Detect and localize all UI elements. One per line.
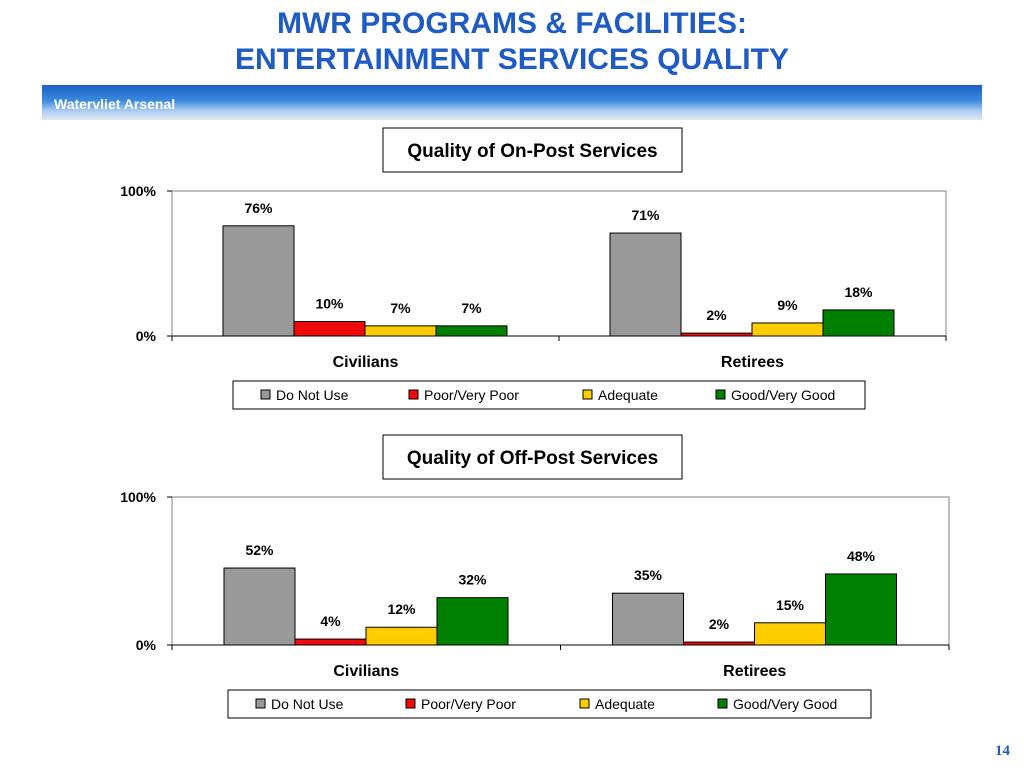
- chart-off-post-services: Quality of Off-Post Services 100% 0% Civili…: [120, 434, 950, 719]
- legend-label: Poor/Very Poor: [424, 387, 519, 403]
- bar: [822, 309, 895, 337]
- x-category-label: Retirees: [721, 354, 784, 371]
- data-label: 15%: [776, 597, 805, 613]
- bar: [294, 638, 367, 646]
- bar: [683, 641, 755, 646]
- y-tick-label: 100%: [120, 489, 156, 505]
- bar: [435, 325, 508, 337]
- data-label: 10%: [315, 296, 344, 312]
- bar: [222, 225, 295, 337]
- chart-title-box: [382, 434, 683, 480]
- y-tick-label: 0%: [136, 637, 157, 653]
- legend-label: Do Not Use: [271, 696, 344, 712]
- legend-swatch: [717, 698, 728, 709]
- data-label: 35%: [634, 567, 663, 583]
- data-label: 48%: [847, 548, 876, 564]
- plot-area: [171, 496, 950, 646]
- y-tick-label: 100%: [120, 183, 156, 199]
- legend-swatch: [255, 698, 266, 709]
- title-line-1: MWR PROGRAMS & FACILITIES:: [277, 7, 747, 40]
- legend-swatch: [579, 698, 590, 709]
- data-label: 7%: [461, 300, 482, 316]
- x-category-label: Civilians: [333, 354, 399, 371]
- bar: [612, 592, 684, 646]
- legend-box: [227, 689, 872, 719]
- data-label: 18%: [844, 284, 873, 300]
- bar: [751, 322, 824, 337]
- slide-title: MWR PROGRAMS & FACILITIES: ENTERTAINMENT…: [0, 6, 1024, 78]
- chart-title: Quality of On-Post Services: [407, 141, 657, 162]
- legend-label: Good/Very Good: [731, 387, 835, 403]
- data-label: 32%: [458, 572, 487, 588]
- header-banner: Watervliet Arsenal: [42, 85, 982, 120]
- data-label: 2%: [706, 307, 727, 323]
- legend-label: Good/Very Good: [733, 696, 837, 712]
- data-label: 71%: [631, 207, 660, 223]
- bar: [364, 325, 437, 337]
- bar: [609, 232, 682, 337]
- legend-box: [232, 380, 866, 410]
- legend-swatch: [582, 389, 593, 400]
- page-number: 14: [995, 743, 1010, 759]
- legend-swatch: [260, 389, 271, 400]
- data-label: 2%: [709, 616, 730, 632]
- legend-swatch: [405, 698, 416, 709]
- data-label: 12%: [387, 601, 416, 617]
- legend-label: Poor/Very Poor: [421, 696, 516, 712]
- plot-area: [171, 190, 947, 337]
- banner-label: Watervliet Arsenal: [54, 96, 176, 112]
- data-label: 7%: [390, 300, 411, 316]
- x-category-label: Civilians: [333, 663, 399, 680]
- bar: [365, 626, 438, 646]
- data-label: 52%: [245, 542, 274, 558]
- data-label: 4%: [320, 613, 341, 629]
- data-label: 76%: [244, 200, 273, 216]
- bar: [754, 622, 826, 646]
- legend-swatch: [408, 389, 419, 400]
- bar: [223, 567, 296, 646]
- y-tick-label: 0%: [136, 328, 157, 344]
- title-line-2: ENTERTAINMENT SERVICES QUALITY: [235, 43, 789, 76]
- legend-swatch: [715, 389, 726, 400]
- bar: [680, 332, 753, 337]
- chart-on-post-services: Quality of On-Post Services 100% 0% Civilia…: [120, 127, 947, 410]
- bar: [825, 573, 897, 646]
- legend-label: Adequate: [598, 387, 658, 403]
- data-label: 9%: [777, 297, 798, 313]
- chart-title: Quality of Off-Post Services: [407, 448, 658, 469]
- bar: [293, 321, 366, 337]
- legend-label: Adequate: [595, 696, 655, 712]
- x-category-label: Retirees: [723, 663, 786, 680]
- chart-title-box: [382, 127, 683, 173]
- legend-label: Do Not Use: [276, 387, 349, 403]
- bar: [436, 597, 509, 646]
